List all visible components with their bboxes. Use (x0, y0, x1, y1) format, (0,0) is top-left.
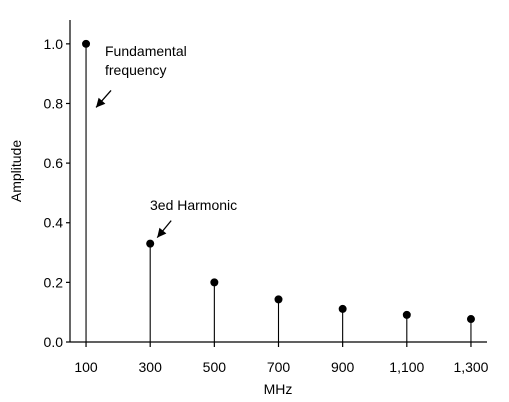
harmonic-annotation-text: 3ed Harmonic (150, 197, 237, 213)
data-point (146, 239, 155, 248)
data-point (82, 39, 91, 48)
x-axis-ticks: 100 300 500 700 900 1,100 1,300 (74, 342, 489, 375)
fundamental-annotation-text: Fundamental frequency (105, 43, 187, 78)
y-tick-label: 0.0 (44, 334, 64, 350)
y-axis-ticks: 0.0 0.2 0.4 0.6 0.8 1.0 (44, 36, 70, 350)
y-tick-label: 0.4 (44, 215, 64, 231)
harmonic-arrow (156, 220, 172, 239)
x-tick-label: 1,100 (389, 359, 424, 375)
y-tick-label: 0.6 (44, 155, 64, 171)
x-tick-label: 900 (331, 359, 355, 375)
chart-annotations: Fundamental frequency 3ed Harmonic (95, 43, 237, 239)
data-stems (85, 43, 472, 342)
y-tick-label: 1.0 (44, 36, 64, 52)
y-axis-title: Amplitude (8, 140, 24, 202)
data-point (338, 304, 347, 313)
harmonic-annotation-line: 3ed Harmonic (150, 197, 237, 213)
fundamental-annotation-line: Fundamental (105, 43, 187, 59)
x-tick-label: 100 (74, 359, 98, 375)
x-tick-label: 500 (203, 359, 227, 375)
x-tick-label: 1,300 (453, 359, 488, 375)
fundamental-annotation-line: frequency (105, 62, 166, 78)
y-tick-label: 0.8 (44, 95, 64, 111)
plot-area: 0.00.20.40.60.81.0 100 300 500 700 900 1,100 1… (44, 20, 489, 375)
data-point (402, 310, 411, 319)
x-axis-title: MHz (264, 381, 293, 397)
x-tick-label: 300 (139, 359, 163, 375)
fundamental-arrow (95, 90, 112, 108)
data-point (210, 278, 219, 287)
data-point (274, 295, 283, 304)
y-tick-label: 0.2 (44, 274, 64, 290)
data-point (466, 315, 475, 324)
x-tick-label: 700 (267, 359, 291, 375)
data-points (82, 39, 475, 324)
